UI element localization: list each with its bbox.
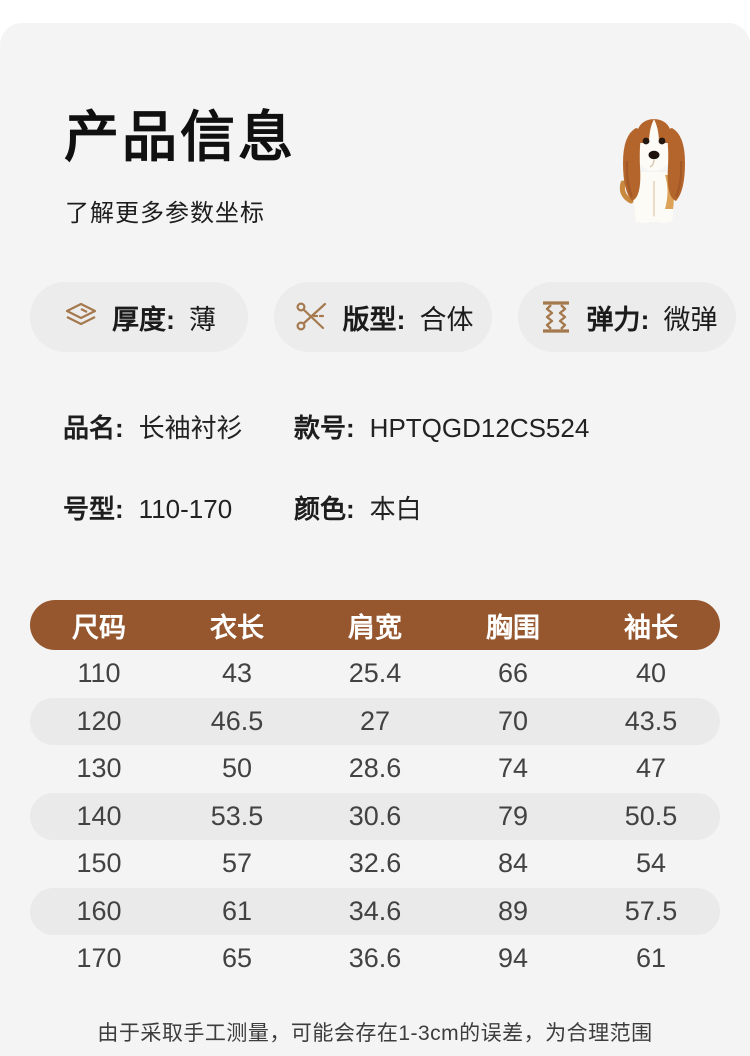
table-cell: 57 (221, 848, 253, 879)
table-row: 120 46.5 27 70 43.5 (30, 697, 720, 745)
table-cell: 43.5 (624, 705, 678, 736)
table-row: 150 57 32.6 84 54 (30, 840, 720, 888)
detail-label: 颜色: (294, 494, 355, 524)
detail-value: HPTQGD12CS524 (369, 413, 590, 443)
detail-row: 号型: 110-170 颜色: 本白 (63, 489, 589, 526)
column-header: 袖长 (624, 612, 678, 643)
detail-style-number: 款号: HPTQGD12CS524 (294, 408, 589, 445)
fabric-layers-icon (65, 302, 97, 326)
table-cell: 25.4 (348, 658, 402, 689)
feature-pill-elasticity: 弹力: 微弹 (518, 282, 736, 352)
elastic-icon (542, 301, 569, 333)
table-cell: 61 (635, 943, 667, 974)
feature-label: 厚度: (112, 304, 175, 335)
detail-row: 品名: 长袖衬衫 款号: HPTQGD12CS524 (63, 408, 589, 445)
table-cell: 34.6 (348, 895, 402, 926)
column-header: 肩宽 (348, 612, 402, 643)
detail-value: 110-170 (138, 494, 233, 524)
table-cell: 46.5 (210, 705, 264, 736)
product-info-card: 产品信息 了解更多参数坐标 厚度: 薄 (0, 23, 750, 1056)
table-cell: 50.5 (624, 800, 678, 831)
table-cell: 110 (77, 658, 121, 689)
feature-value: 微弹 (663, 304, 718, 335)
table-row: 110 43 25.4 66 40 (30, 650, 720, 698)
feature-value: 薄 (189, 304, 216, 335)
detail-label: 款号: (294, 413, 355, 443)
table-row: 160 61 34.6 89 57.5 (30, 887, 720, 935)
size-table-body: 110 43 25.4 66 40 120 46.5 27 70 43.5 130 50 28.6 74 4… (30, 650, 720, 983)
column-header: 衣长 (210, 612, 264, 643)
table-cell: 61 (221, 895, 253, 926)
table-row: 130 50 28.6 74 47 (30, 745, 720, 793)
column-header: 胸围 (486, 612, 540, 643)
table-cell: 89 (497, 895, 529, 926)
page-subtitle: 了解更多参数坐标 (65, 200, 265, 227)
table-cell: 74 (497, 753, 529, 784)
table-cell: 47 (635, 753, 667, 784)
detail-value: 本白 (369, 494, 422, 524)
table-cell: 30.6 (348, 800, 402, 831)
detail-size-range: 号型: 110-170 (63, 489, 294, 526)
table-cell: 84 (497, 848, 529, 879)
detail-product-name: 品名: 长袖衬衫 (63, 408, 294, 445)
size-table: 尺码 衣长 肩宽 胸围 袖长 110 43 25.4 66 40 120 46.5 27 70 4… (30, 600, 720, 983)
size-table-header: 尺码 衣长 肩宽 胸围 袖长 (30, 600, 720, 650)
table-cell: 140 (76, 800, 122, 831)
table-cell: 66 (497, 658, 529, 689)
table-cell: 65 (221, 943, 253, 974)
table-row: 140 53.5 30.6 79 50.5 (30, 792, 720, 840)
page-title: 产品信息 (64, 106, 297, 168)
feature-label: 弹力: (586, 304, 650, 335)
detail-label: 品名: (63, 413, 124, 443)
detail-value: 长袖衬衫 (138, 413, 243, 443)
table-cell: 120 (76, 705, 122, 736)
feature-pills: 厚度: 薄 版型: 合体 弹力: 微弹 (30, 282, 736, 352)
table-cell: 50 (221, 753, 253, 784)
table-cell: 36.6 (348, 943, 402, 974)
feature-pill-thickness: 厚度: 薄 (30, 282, 248, 352)
table-cell: 28.6 (348, 753, 402, 784)
table-cell: 40 (635, 658, 667, 689)
feature-pill-fit: 版型: 合体 (274, 282, 492, 352)
table-cell: 32.6 (348, 848, 402, 879)
detail-label: 号型: (63, 494, 124, 524)
table-cell: 70 (497, 705, 529, 736)
table-cell: 94 (497, 943, 529, 974)
table-cell: 150 (76, 848, 122, 879)
table-cell: 54 (635, 848, 667, 879)
dog-image (619, 119, 685, 223)
feature-value: 合体 (419, 304, 474, 335)
product-details: 品名: 长袖衬衫 款号: HPTQGD12CS524 号型: 110-170 颜… (63, 408, 589, 526)
column-header: 尺码 (72, 612, 126, 643)
table-cell: 27 (359, 705, 391, 736)
detail-color: 颜色: 本白 (294, 489, 422, 526)
table-cell: 160 (76, 895, 122, 926)
table-cell: 43 (221, 658, 253, 689)
scissors-icon (295, 302, 327, 331)
table-cell: 79 (497, 800, 529, 831)
table-cell: 53.5 (210, 800, 264, 831)
feature-label: 版型: (342, 304, 406, 335)
table-cell: 130 (76, 753, 122, 784)
table-cell: 170 (76, 943, 122, 974)
table-row: 170 65 36.6 94 61 (30, 935, 720, 983)
table-cell: 57.5 (624, 895, 678, 926)
measurement-note: 由于采取手工测量，可能会存在1-3cm的误差，为合理范围 (97, 1022, 653, 1045)
